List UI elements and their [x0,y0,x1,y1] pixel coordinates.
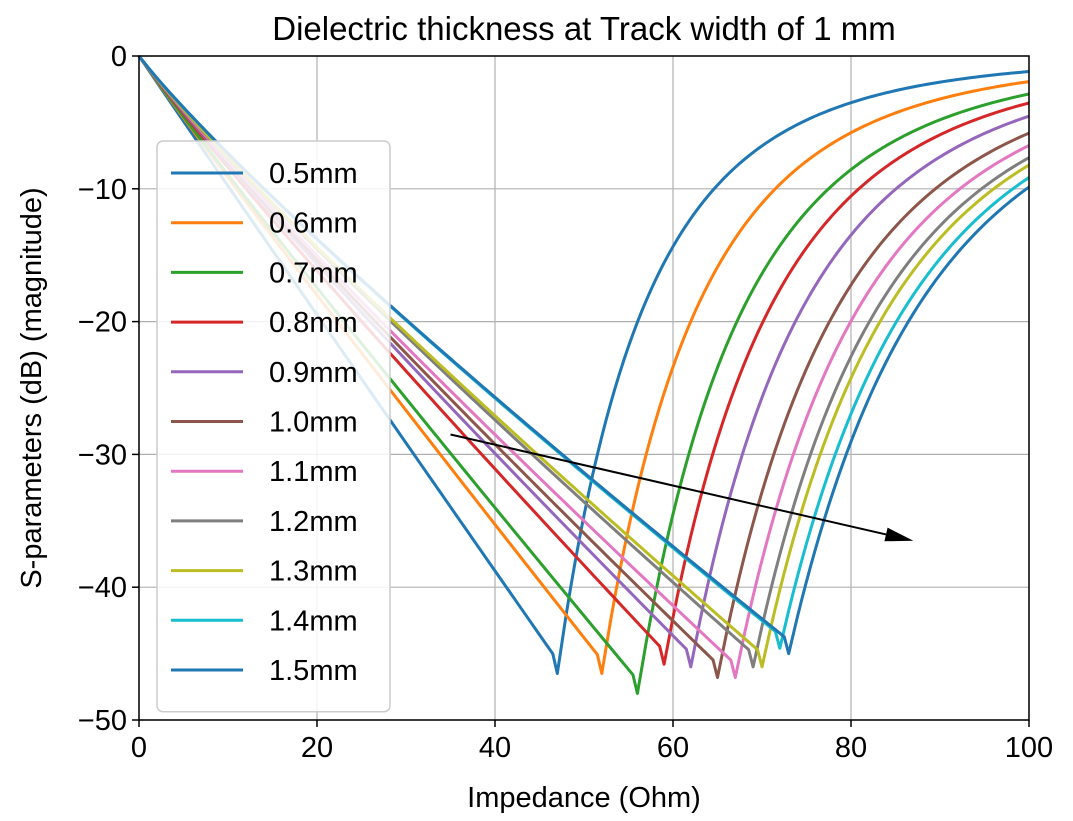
arrow-shaft [450,433,887,536]
legend: 0.5mm 0.6mm 0.7mm 0.8mm 0.9mm 1.0mm 1.1mm 1.2mm… [156,140,391,713]
y-tick-label: −40 [78,572,127,604]
x-tick-label: 0 [131,732,147,764]
legend-label: 1.3mm [269,556,358,588]
x-tick-label: 60 [657,732,689,764]
x-tick-label: 40 [479,732,511,764]
chart-title: Dielectric thickness at Track width of 1… [272,10,896,47]
y-tick-label: −50 [78,705,127,737]
x-tick-label: 20 [301,732,333,764]
legend-label: 0.5mm [269,158,358,190]
legend-label: 1.5mm [269,655,358,687]
legend-box [156,140,391,713]
legend-label: 1.2mm [269,506,358,538]
x-axis-label: Impedance (Ohm) [467,782,701,814]
x-tick-label: 100 [1005,732,1053,764]
legend-label: 1.1mm [269,456,358,488]
axis-ticks: 0 20 40 60 80 100 0 −10 −20 −30 −40 −50 [78,41,1053,764]
plot-frame [138,55,1030,721]
legend-label: 0.9mm [269,357,358,389]
annotation-arrow [450,433,914,542]
y-tick-label: −30 [78,439,127,471]
legend-label: 0.8mm [269,307,358,339]
legend-label: 1.0mm [269,407,358,439]
x-tick-label: 80 [835,732,867,764]
y-tick-label: 0 [111,41,127,73]
y-axis-label: S-parameters (dB) (magnitude) [16,187,48,588]
legend-label: 1.4mm [269,605,358,637]
y-tick-label: −10 [78,174,127,206]
legend-label: 0.7mm [269,257,358,289]
legend-label: 0.6mm [269,208,358,240]
y-tick-label: −20 [78,307,127,339]
arrow-head [884,527,914,542]
